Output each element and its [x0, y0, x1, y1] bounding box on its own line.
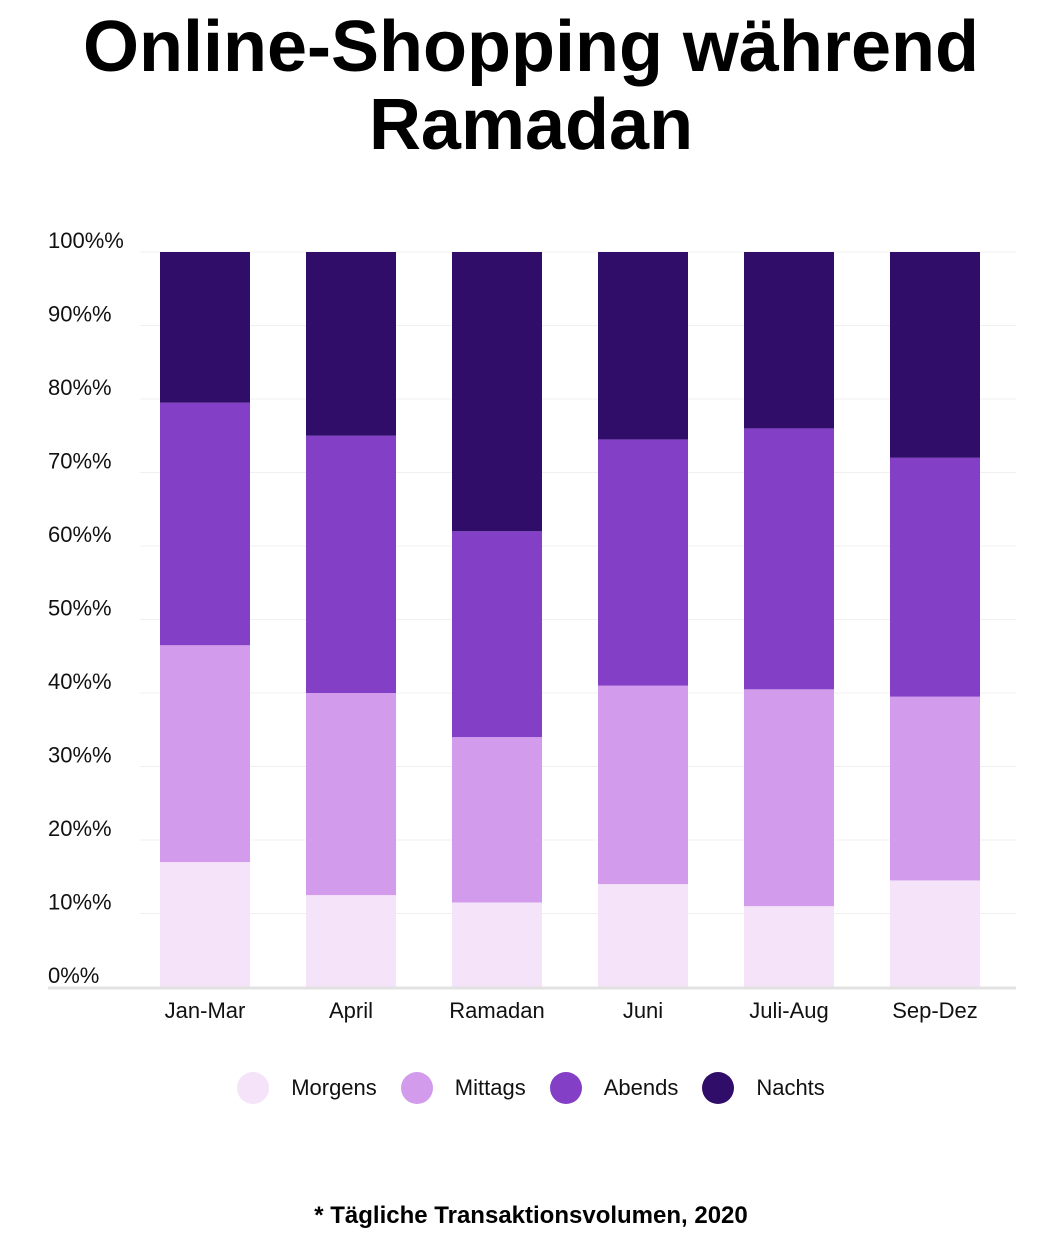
chart-title: Online-Shopping während Ramadan [0, 8, 1062, 164]
legend-item: Abends [549, 1072, 679, 1104]
y-tick-label: 10%% [48, 890, 112, 915]
bar-segment-nachts [452, 252, 542, 532]
bar-segment-mittags [598, 685, 688, 885]
bar-segment-mittags [744, 689, 834, 907]
x-category-label: Jan-Mar [165, 998, 246, 1023]
y-tick-label: 100%% [48, 228, 124, 253]
x-category-label: Juni [623, 998, 663, 1023]
bar-segment-morgens [452, 902, 542, 987]
bar-segment-abends [890, 457, 980, 697]
y-tick-label: 60%% [48, 522, 112, 547]
legend: Morgens Mittags Abends Nachts [0, 1072, 1062, 1104]
bar-segment-morgens [890, 880, 980, 987]
legend-swatch [549, 1072, 582, 1104]
bar-segment-abends [452, 531, 542, 738]
bar-segment-morgens [306, 895, 396, 987]
bar-segment-morgens [744, 906, 834, 987]
y-tick-label: 20%% [48, 816, 112, 841]
x-category-label: Sep-Dez [892, 998, 978, 1023]
legend-item: Mittags [400, 1072, 526, 1104]
footnote: * Tägliche Transaktionsvolumen, 2020 [314, 1202, 748, 1229]
y-tick-label: 80%% [48, 375, 112, 400]
y-tick-label: 0%% [48, 963, 99, 988]
legend-swatch [237, 1072, 270, 1104]
bar-segment-abends [306, 435, 396, 693]
y-tick-label: 30%% [48, 743, 112, 768]
y-tick-label: 50%% [48, 596, 112, 621]
legend-label: Morgens [291, 1075, 377, 1100]
bar-segment-mittags [890, 696, 980, 881]
bar-segment-mittags [452, 737, 542, 903]
bar-segment-nachts [744, 252, 834, 429]
bar-segment-mittags [160, 645, 250, 863]
bar-segment-mittags [306, 693, 396, 896]
y-tick-label: 90%% [48, 302, 112, 327]
bar-segment-morgens [598, 884, 688, 987]
y-tick-label: 40%% [48, 669, 112, 694]
y-tick-label: 70%% [48, 449, 112, 474]
bar-segment-abends [744, 428, 834, 690]
legend-item: Nachts [702, 1072, 825, 1104]
bar-segment-nachts [598, 252, 688, 440]
legend-swatch [400, 1072, 433, 1104]
x-category-label: April [329, 998, 373, 1023]
legend-label: Abends [603, 1075, 679, 1100]
legend-item: Morgens [237, 1072, 377, 1104]
chart-title-line-2: Ramadan [368, 85, 694, 165]
stacked-bar-chart: 0%% 10%% 20%% 30%% 40%% 50%% 60%% 70%% 80%% 90%% 1… [48, 228, 1016, 1023]
x-category-label: Juli-Aug [749, 998, 828, 1023]
bar-segment-nachts [160, 252, 250, 403]
bar-segment-nachts [306, 252, 396, 436]
bar-segment-abends [160, 402, 250, 646]
bar-segment-morgens [160, 862, 250, 987]
legend-label: Mittags [454, 1075, 526, 1100]
x-category-label: Ramadan [449, 998, 544, 1023]
chart-title-line-1: Online-Shopping während [83, 7, 979, 87]
bar-segment-abends [598, 439, 688, 686]
legend-label: Nachts [756, 1075, 825, 1100]
legend-swatch [702, 1072, 735, 1104]
bar-segment-nachts [890, 252, 980, 458]
